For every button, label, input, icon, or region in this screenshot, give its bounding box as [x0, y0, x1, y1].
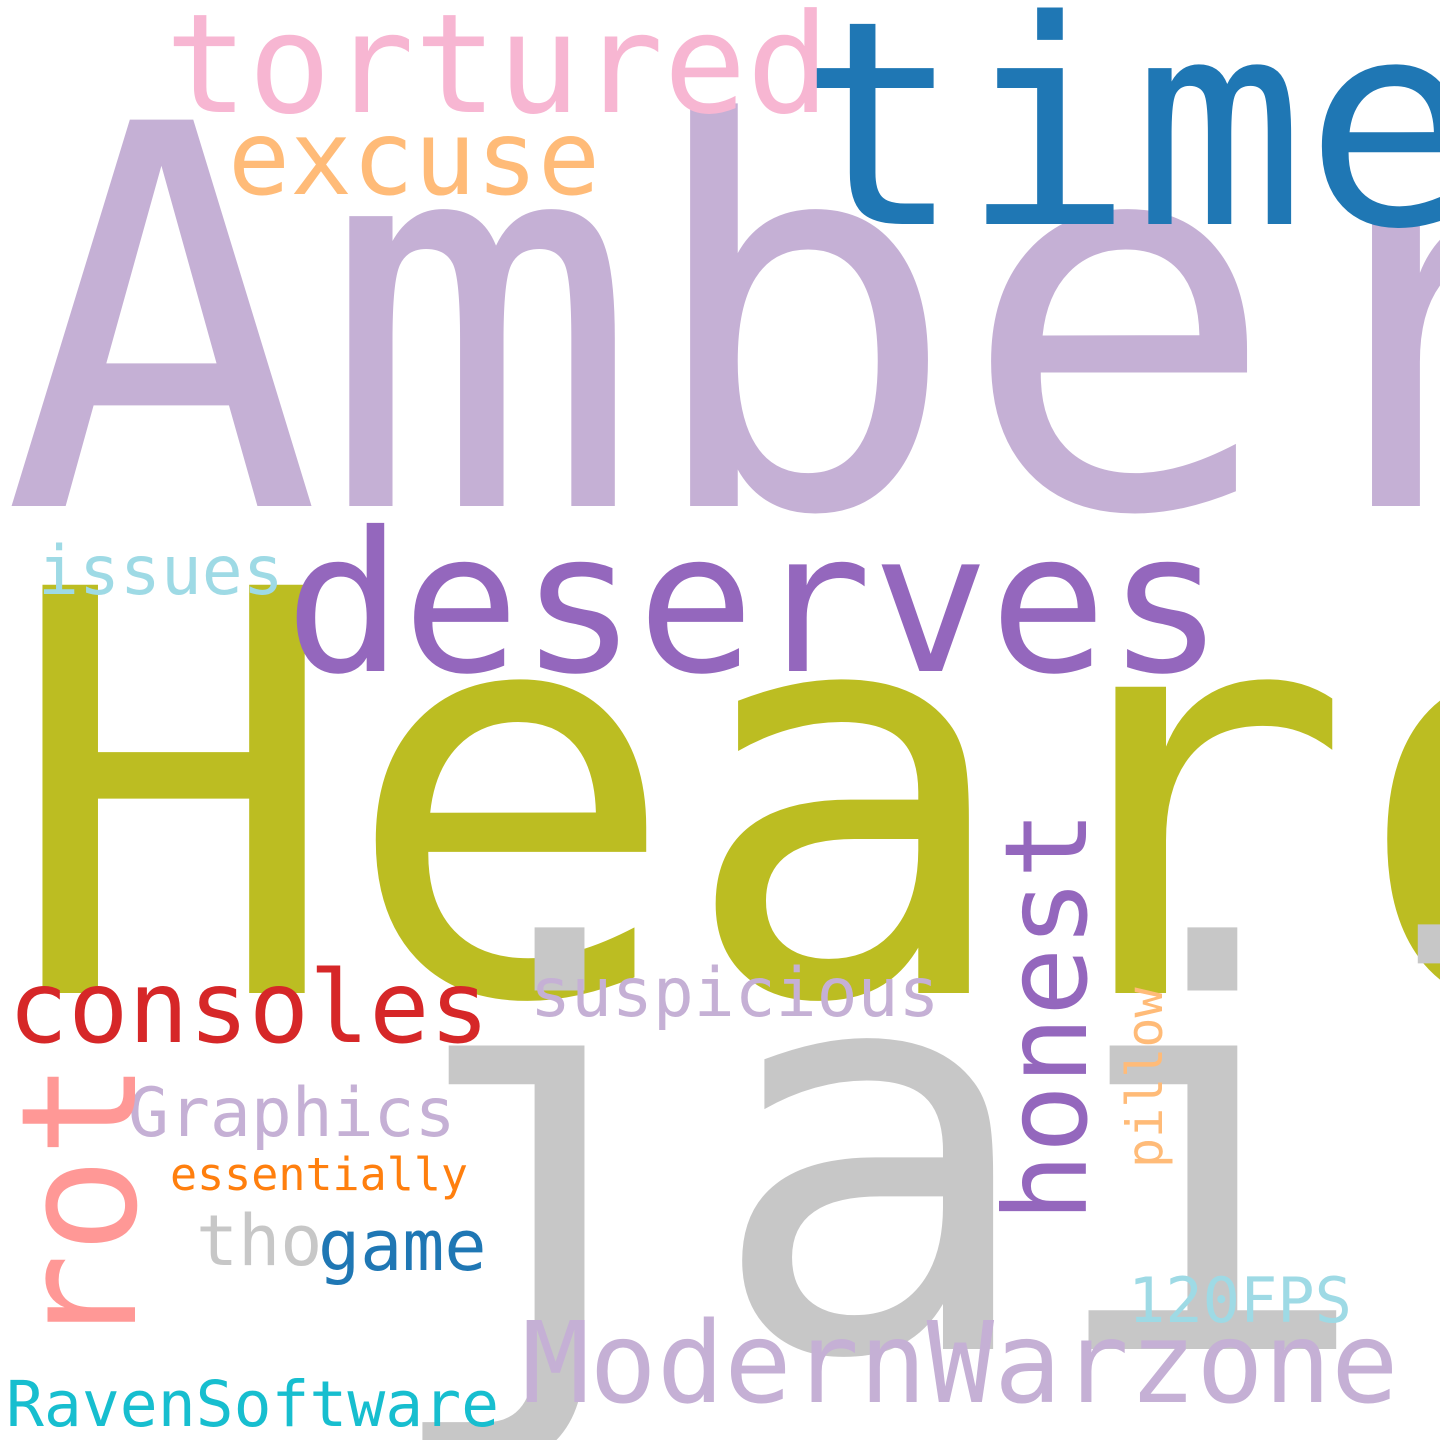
- word-excuse: excuse: [228, 99, 601, 219]
- word-pillow: pillow: [1116, 987, 1174, 1168]
- word-heard: Heard: [5, 474, 1440, 1126]
- word-game: game: [318, 1205, 487, 1287]
- word-essentially: essentially: [170, 1148, 469, 1201]
- word-consoles: consoles: [8, 949, 490, 1066]
- word-deserves: deserves: [285, 490, 1225, 717]
- word-issues: issues: [38, 532, 284, 611]
- word-ravensoftware: RavenSoftware: [6, 1368, 500, 1440]
- word-tho: tho: [196, 1200, 323, 1282]
- word-rot: rot: [0, 1061, 173, 1350]
- word-amber: Amber: [2, 14, 1440, 631]
- word-time: time: [790, 0, 1440, 292]
- word-jail: jail: [372, 834, 1440, 1440]
- word-120fps: 120FPS: [1128, 1264, 1352, 1337]
- word-honest: honest: [980, 810, 1113, 1222]
- word-modernwarzone: ModernWarzone: [522, 1299, 1399, 1429]
- word-tortured: tortured: [165, 0, 830, 145]
- word-graphics: Graphics: [128, 1074, 456, 1153]
- word-suspicious: suspicious: [530, 954, 940, 1033]
